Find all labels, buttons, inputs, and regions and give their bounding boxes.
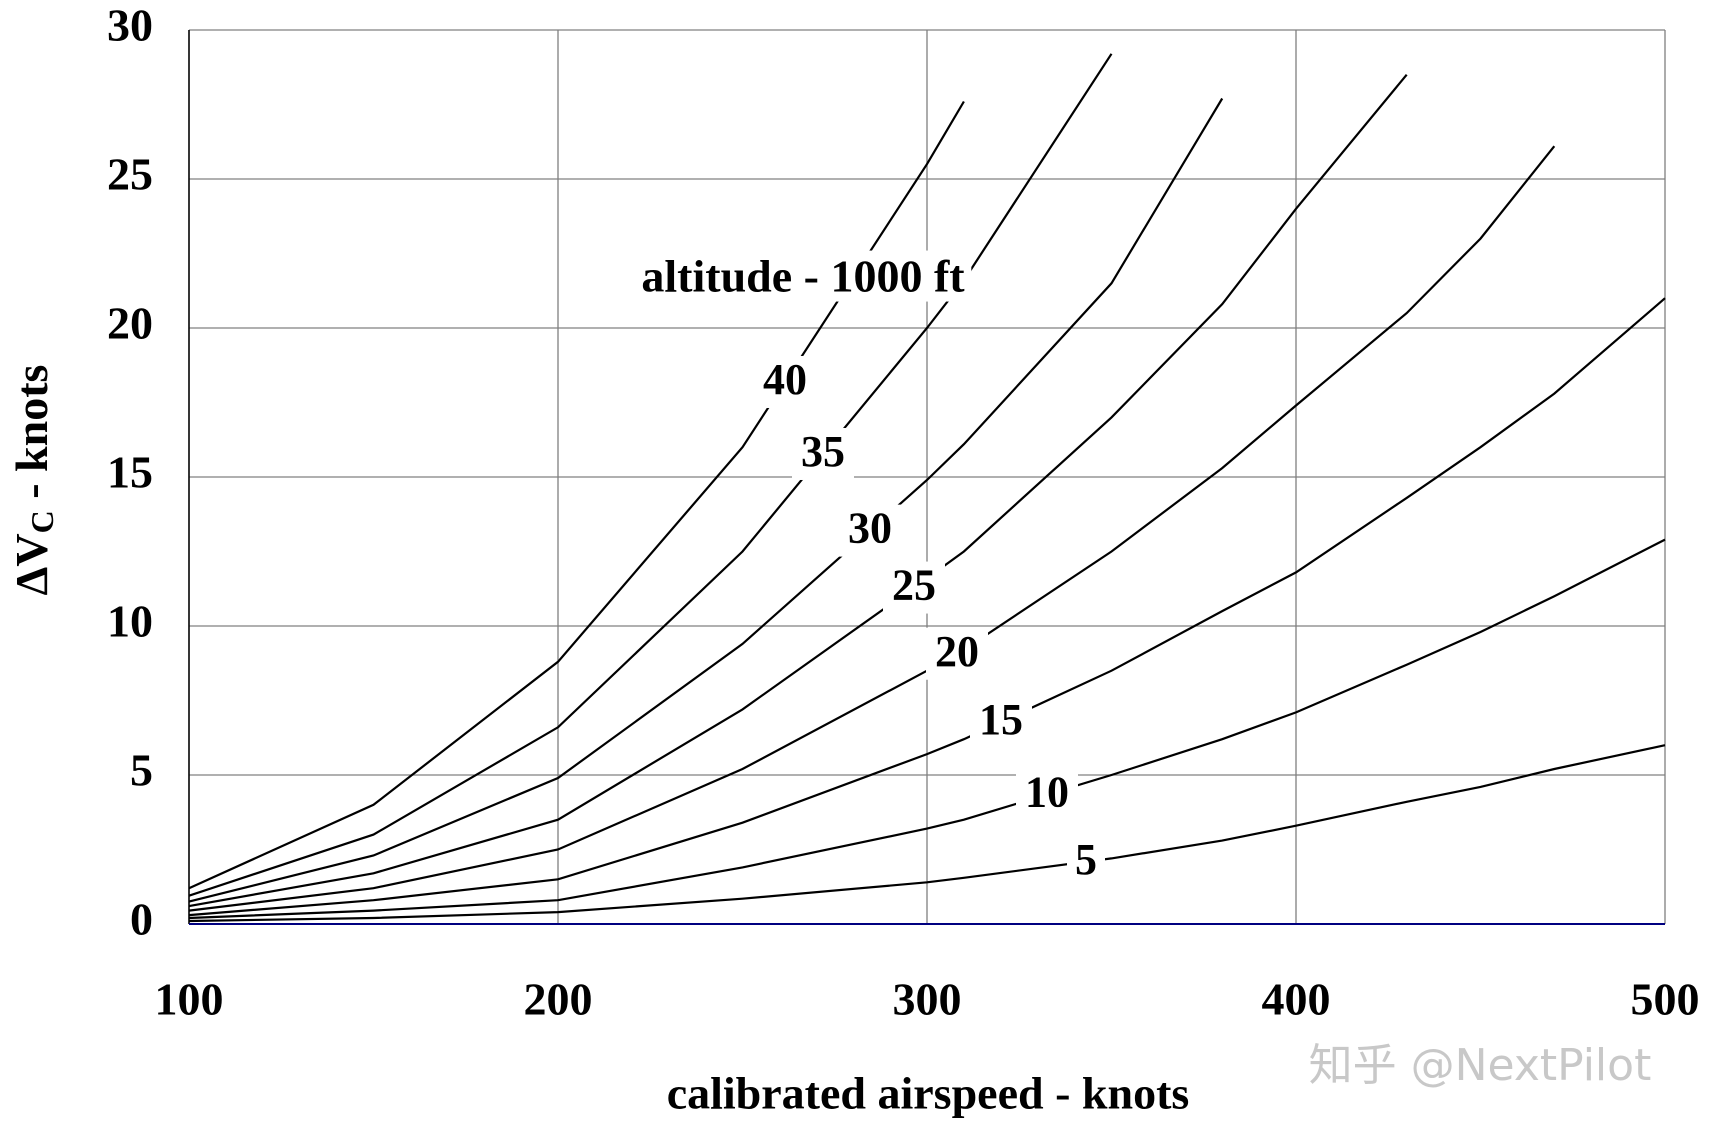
curve-label: 10 <box>1025 768 1069 817</box>
curve <box>188 297 1666 917</box>
curve <box>188 97 1224 903</box>
curve <box>188 73 1408 908</box>
y-tick-label: 5 <box>130 745 153 796</box>
annotation: altitude - 1000 ft <box>641 251 965 302</box>
curve-label: 5 <box>1075 835 1097 884</box>
curve <box>188 53 1113 897</box>
x-tick-label: 300 <box>893 974 962 1025</box>
x-tick-label: 500 <box>1631 974 1700 1025</box>
curve-label: 35 <box>801 427 845 476</box>
curve <box>188 538 1666 920</box>
y-tick-label: 25 <box>107 149 153 200</box>
curve-label: 20 <box>935 627 979 676</box>
label-background <box>792 427 854 480</box>
label-background <box>1016 768 1078 821</box>
y-tick-label: 10 <box>107 596 153 647</box>
y-tick-label: 15 <box>107 447 153 498</box>
curve-label: 40 <box>763 355 807 404</box>
label-background <box>839 504 901 557</box>
annotation-background <box>635 250 972 302</box>
label-background <box>926 627 988 680</box>
watermark: 知乎 @NextPilot <box>1309 1040 1652 1091</box>
y-label-main: ΔV <box>6 533 57 595</box>
y-tick-label: 30 <box>107 0 153 51</box>
label-background <box>883 561 945 614</box>
x-tick-label: 400 <box>1262 974 1331 1025</box>
y-tick-label: 20 <box>107 298 153 349</box>
label-background <box>754 355 816 408</box>
curve <box>188 744 1666 923</box>
y-label-rest: - knots <box>6 365 57 511</box>
curve-label: 15 <box>979 695 1023 744</box>
curve <box>188 100 965 890</box>
y-axis-label: ΔVC - knots <box>6 365 61 596</box>
curve-label: 30 <box>848 504 892 553</box>
curve-label: 25 <box>892 561 936 610</box>
curve <box>188 145 1556 912</box>
x-axis-label: calibrated airspeed - knots <box>667 1068 1190 1119</box>
y-label-sub: C <box>24 510 60 533</box>
x-tick-label: 200 <box>524 974 593 1025</box>
label-background <box>1067 835 1105 888</box>
x-tick-label: 100 <box>155 974 224 1025</box>
y-tick-label: 0 <box>130 894 153 945</box>
label-background <box>970 696 1032 749</box>
